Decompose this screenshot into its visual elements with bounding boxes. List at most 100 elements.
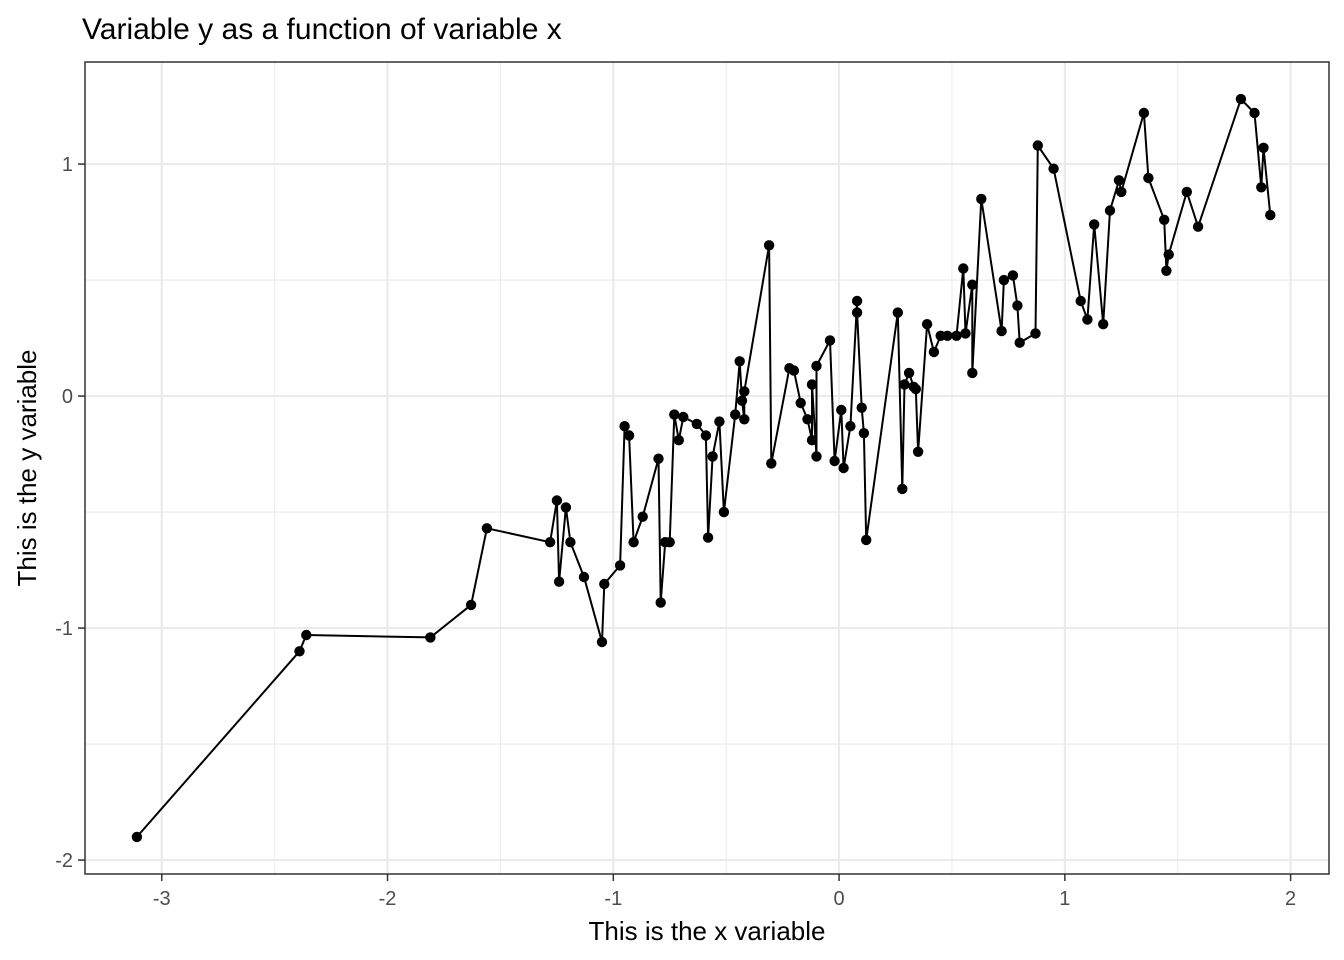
data-point: [951, 330, 962, 341]
y-axis-title: This is the y variable: [12, 350, 42, 587]
data-point: [1256, 182, 1267, 193]
data-point: [795, 397, 806, 409]
axis-ticks: -3 -2 -1 0 1 2 -2 -1 0 1: [55, 154, 1296, 910]
data-point: [921, 319, 933, 330]
data-point: [1113, 175, 1125, 186]
data-point: [976, 193, 987, 205]
x-tick-label: 0: [834, 888, 845, 910]
data-point: [678, 411, 689, 423]
data-point: [824, 335, 836, 346]
data-point: [892, 307, 903, 318]
x-axis-title: This is the x variable: [589, 916, 826, 946]
x-tick-label: -1: [604, 888, 622, 910]
data-point: [928, 346, 940, 358]
data-point: [996, 325, 1007, 337]
data-point: [1161, 265, 1172, 276]
data-point: [294, 646, 305, 657]
data-point: [739, 386, 750, 397]
data-point: [1089, 219, 1100, 230]
data-point: [565, 537, 576, 548]
data-point: [1104, 205, 1116, 216]
data-point: [829, 455, 840, 467]
data-point: [614, 560, 626, 571]
data-point: [998, 274, 1010, 286]
data-point: [806, 435, 818, 446]
data-point: [599, 578, 610, 590]
data-point: [811, 360, 822, 372]
data-point: [637, 511, 648, 522]
data-point: [131, 831, 143, 843]
x-tick-label: 1: [1059, 888, 1070, 910]
data-point: [734, 356, 745, 367]
data-point: [1048, 163, 1059, 174]
data-point: [861, 534, 872, 546]
data-point: [1032, 140, 1044, 151]
x-tick-label: -3: [153, 888, 171, 910]
data-point: [481, 523, 493, 534]
data-point: [623, 430, 635, 441]
data-point: [700, 430, 712, 441]
data-point: [806, 379, 818, 390]
data-point: [465, 599, 477, 611]
data-point: [655, 597, 666, 608]
data-point: [702, 532, 714, 543]
data-point: [707, 451, 718, 462]
panel-border: [84, 61, 1330, 875]
data-point: [910, 383, 921, 395]
data-point: [912, 446, 924, 457]
data-point: [851, 307, 863, 318]
data-point: [1138, 107, 1150, 119]
data-point: [897, 483, 908, 495]
series-line-group: [136, 97, 1272, 838]
data-point: [845, 421, 856, 432]
series-line: [136, 97, 1272, 838]
data-point: [301, 629, 312, 641]
data-point: [899, 379, 910, 390]
data-point: [1181, 186, 1193, 198]
data-point: [619, 421, 630, 432]
data-point: [788, 365, 800, 376]
data-point: [1012, 300, 1023, 311]
data-point: [653, 453, 664, 464]
data-point: [967, 367, 978, 379]
data-point: [851, 295, 863, 307]
data-point: [1235, 93, 1247, 105]
data-point: [958, 263, 969, 274]
data-point: [669, 409, 680, 420]
data-point: [1030, 328, 1041, 339]
data-point: [628, 537, 639, 548]
data-point: [1163, 249, 1174, 260]
data-point: [1098, 319, 1109, 330]
data-point: [691, 418, 702, 430]
data-point: [766, 458, 777, 469]
data-point: [942, 330, 953, 341]
data-point: [802, 414, 813, 425]
data-point: [425, 632, 436, 643]
y-tick-label: 1: [62, 154, 73, 176]
data-point: [960, 328, 971, 339]
data-point: [673, 435, 684, 446]
data-point: [730, 409, 741, 420]
y-tick-label: -2: [55, 850, 73, 872]
data-point: [1014, 337, 1025, 348]
data-point: [1258, 142, 1269, 153]
data-point: [1007, 270, 1019, 281]
data-point: [560, 502, 572, 513]
data-point: [596, 636, 608, 648]
data-point: [714, 416, 725, 427]
data-point: [718, 506, 730, 518]
x-tick-label: -2: [379, 888, 397, 910]
data-point: [763, 240, 775, 251]
data-point: [1159, 214, 1170, 225]
chart-title: Variable y as a function of variable x: [82, 13, 562, 46]
y-tick-label: -1: [55, 618, 73, 640]
data-point: [578, 571, 590, 583]
data-point: [544, 537, 556, 548]
data-point: [1249, 107, 1260, 119]
data-point: [903, 367, 915, 379]
data-point: [736, 395, 748, 406]
data-point: [967, 279, 978, 290]
grid: [85, 62, 1329, 874]
data-point: [1143, 172, 1154, 184]
data-point: [858, 428, 870, 439]
